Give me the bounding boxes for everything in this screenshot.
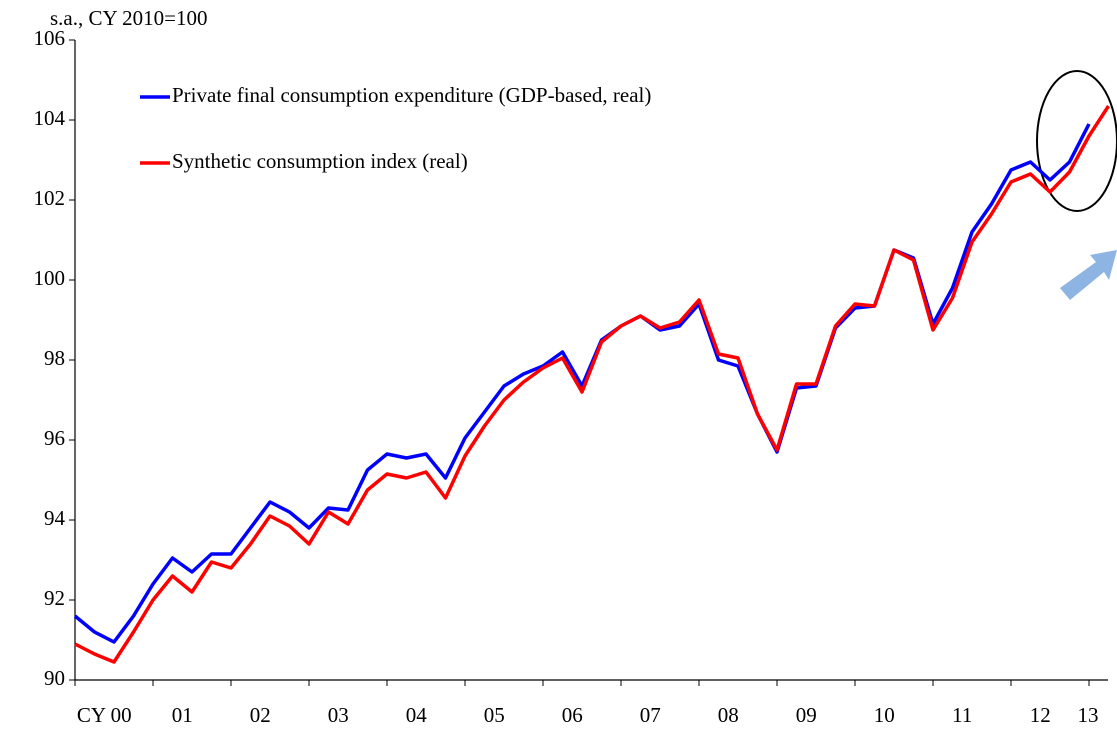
x-tick-label: 04 bbox=[406, 703, 428, 727]
y-tick-label: 102 bbox=[34, 186, 66, 210]
y-tick-label: 96 bbox=[44, 426, 65, 450]
legend-label: Synthetic consumption index (real) bbox=[172, 149, 468, 173]
x-tick-label: CY 00 bbox=[77, 703, 132, 727]
x-tick-label: 08 bbox=[718, 703, 739, 727]
series-line bbox=[74, 105, 1110, 664]
arrow bbox=[1060, 250, 1117, 300]
x-tick-label: 05 bbox=[484, 703, 505, 727]
x-tick-label: 03 bbox=[328, 703, 349, 727]
x-tick-label: 12 bbox=[1030, 703, 1051, 727]
x-tick-label: 10 bbox=[874, 703, 895, 727]
x-tick-label: 06 bbox=[562, 703, 583, 727]
highlight-ellipse bbox=[1036, 70, 1117, 212]
x-tick-label: 13 bbox=[1078, 703, 1099, 727]
y-axis-label: s.a., CY 2010=100 bbox=[50, 6, 207, 30]
y-tick-label: 100 bbox=[34, 266, 66, 290]
x-tick-label: 02 bbox=[250, 703, 271, 727]
x-tick-label: 07 bbox=[640, 703, 661, 727]
y-tick-label: 92 bbox=[44, 586, 65, 610]
y-tick-label: 104 bbox=[34, 106, 66, 130]
legend-label: Private final consumption expenditure (G… bbox=[172, 83, 651, 107]
y-tick-label: 106 bbox=[34, 26, 66, 50]
x-tick-label: 01 bbox=[172, 703, 193, 727]
series-line bbox=[73, 123, 1091, 644]
y-tick-label: 90 bbox=[44, 666, 65, 690]
x-tick-label: 09 bbox=[796, 703, 817, 727]
y-tick-label: 94 bbox=[44, 506, 66, 530]
y-tick-label: 98 bbox=[44, 346, 65, 370]
x-tick-label: 11 bbox=[952, 703, 972, 727]
